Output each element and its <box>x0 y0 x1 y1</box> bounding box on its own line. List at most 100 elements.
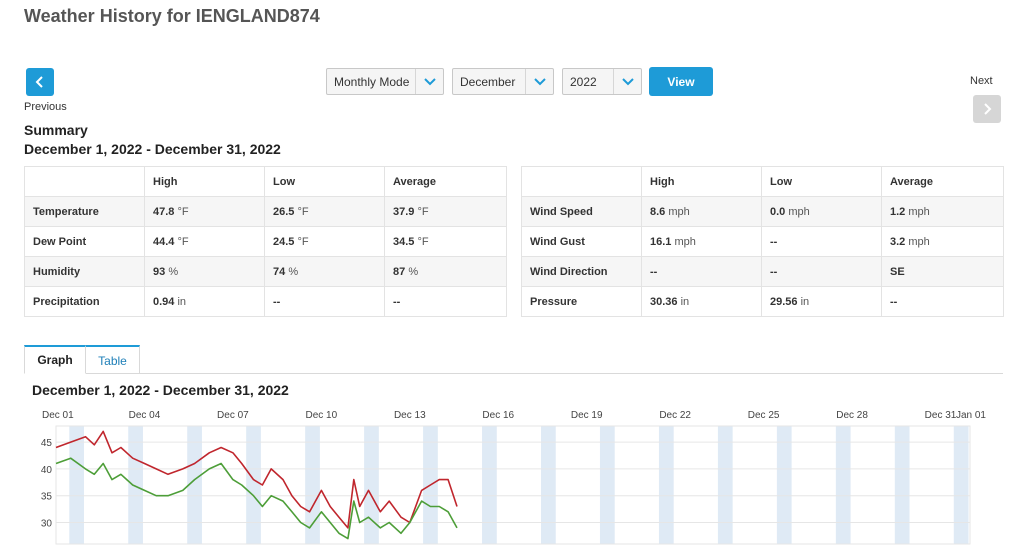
night-shade-band <box>305 426 320 544</box>
table-header-cell: Average <box>881 166 1004 197</box>
table-cell: 29.56 in <box>761 286 882 317</box>
series-line <box>55 430 458 529</box>
x-tick-label: Jan 01 <box>956 410 986 421</box>
y-tick-label: 35 <box>41 492 53 503</box>
table-header-cell: Low <box>264 166 385 197</box>
table-row: Wind Direction -- -- SE <box>521 256 1004 287</box>
table-cell: 74 % <box>264 256 385 287</box>
table-cell: 0.94 in <box>144 286 265 317</box>
table-cell: 0.0 mph <box>761 196 882 227</box>
night-shade-band <box>953 426 969 544</box>
table-header-cell: Average <box>384 166 507 197</box>
table-row: Wind Gust 16.1 mph -- 3.2 mph <box>521 226 1004 257</box>
row-label: Temperature <box>24 196 145 227</box>
row-label: Pressure <box>521 286 642 317</box>
summary-title: Summary <box>24 122 88 138</box>
x-tick-label: Dec 13 <box>394 410 426 421</box>
row-label: Wind Direction <box>521 256 642 287</box>
night-shade-band <box>541 426 556 544</box>
tab-graph[interactable]: Graph <box>24 345 86 374</box>
table-row: Precipitation 0.94 in -- -- <box>24 286 507 317</box>
mode-select[interactable]: Monthly Mode <box>326 68 444 95</box>
x-tick-label: Dec 22 <box>659 410 691 421</box>
chevron-down-icon <box>525 69 553 94</box>
table-cell: 93 % <box>144 256 265 287</box>
table-header-row: High Low Average <box>24 166 507 197</box>
x-tick-label: Dec 31 <box>925 410 957 421</box>
night-shade-band <box>776 426 792 544</box>
table-cell: 1.2 mph <box>881 196 1004 227</box>
table-cell: -- <box>641 256 762 287</box>
x-tick-label: Dec 04 <box>129 410 161 421</box>
night-shade-band <box>482 426 497 544</box>
row-label: Dew Point <box>24 226 145 257</box>
night-shade-band <box>187 426 202 544</box>
table-cell: 8.6 mph <box>641 196 762 227</box>
table-header-cell <box>24 166 145 197</box>
view-tabs: Graph Table <box>24 345 1003 374</box>
view-button[interactable]: View <box>649 67 713 96</box>
next-label[interactable]: Next <box>970 75 993 87</box>
chevron-down-icon <box>613 69 641 94</box>
row-label: Wind Gust <box>521 226 642 257</box>
table-cell: 47.8 °F <box>144 196 265 227</box>
x-tick-label: Dec 10 <box>306 410 338 421</box>
row-label: Precipitation <box>24 286 145 317</box>
tab-table[interactable]: Table <box>86 345 140 374</box>
mode-select-value: Monthly Mode <box>334 74 410 89</box>
page-title: Weather History for IENGLAND874 <box>24 6 320 26</box>
table-cell: -- <box>761 226 882 257</box>
table-row: Dew Point 44.4 °F 24.5 °F 34.5 °F <box>24 226 507 257</box>
y-tick-label: 45 <box>41 438 53 449</box>
table-cell: 37.9 °F <box>384 196 507 227</box>
next-button[interactable] <box>973 95 1001 123</box>
chevron-right-icon <box>984 103 992 115</box>
table-cell: -- <box>384 286 507 317</box>
table-row: Pressure 30.36 in 29.56 in -- <box>521 286 1004 317</box>
y-tick-label: 40 <box>41 465 53 476</box>
table-cell: 3.2 mph <box>881 226 1004 257</box>
table-header-cell <box>521 166 642 197</box>
table-cell: 26.5 °F <box>264 196 385 227</box>
x-tick-label: Dec 28 <box>836 410 868 421</box>
night-shade-band <box>69 426 85 544</box>
x-tick-label: Dec 07 <box>217 410 249 421</box>
table-cell: 16.1 mph <box>641 226 762 257</box>
table-cell: 87 % <box>384 256 507 287</box>
table-cell: 30.36 in <box>641 286 762 317</box>
table-cell: 34.5 °F <box>384 226 507 257</box>
table-cell: -- <box>264 286 385 317</box>
temperature-chart: 30 35 40 45 Dec 01 Dec 04 Dec 07 Dec 10 Dec 13 De… <box>41 410 986 545</box>
previous-label[interactable]: Previous <box>24 101 67 113</box>
night-shade-band <box>128 426 143 544</box>
table-row: Humidity 93 % 74 % 87 % <box>24 256 507 287</box>
table-row: Temperature 47.8 °F 26.5 °F 37.9 °F <box>24 196 507 227</box>
night-shade-band <box>246 426 261 544</box>
night-shade-band <box>599 426 615 544</box>
summary-date-range: December 1, 2022 - December 31, 2022 <box>24 141 281 157</box>
row-label: Wind Speed <box>521 196 642 227</box>
table-header-cell: Low <box>761 166 882 197</box>
chevron-left-icon <box>35 76 43 88</box>
summary-table-left: High Low Average Temperature 47.8 °F 26.… <box>24 166 507 317</box>
series-line <box>55 457 458 540</box>
x-tick-label: Dec 25 <box>748 410 780 421</box>
month-select-value: December <box>460 74 516 89</box>
y-tick-label: 30 <box>41 519 53 530</box>
table-cell: 44.4 °F <box>144 226 265 257</box>
row-label: Humidity <box>24 256 145 287</box>
previous-button[interactable] <box>26 68 54 96</box>
x-tick-label: Dec 01 <box>42 410 74 421</box>
table-cell: -- <box>881 286 1004 317</box>
year-select[interactable]: 2022 <box>562 68 642 95</box>
table-cell: -- <box>761 256 882 287</box>
night-shade-band <box>835 426 851 544</box>
month-select[interactable]: December <box>452 68 554 95</box>
table-header-row: High Low Average <box>521 166 1004 197</box>
x-tick-label: Dec 19 <box>571 410 603 421</box>
night-shade-band <box>894 426 910 544</box>
night-shade-band <box>658 426 674 544</box>
chevron-down-icon <box>415 69 443 94</box>
graph-title: December 1, 2022 - December 31, 2022 <box>32 382 289 398</box>
plot-area <box>55 425 971 545</box>
